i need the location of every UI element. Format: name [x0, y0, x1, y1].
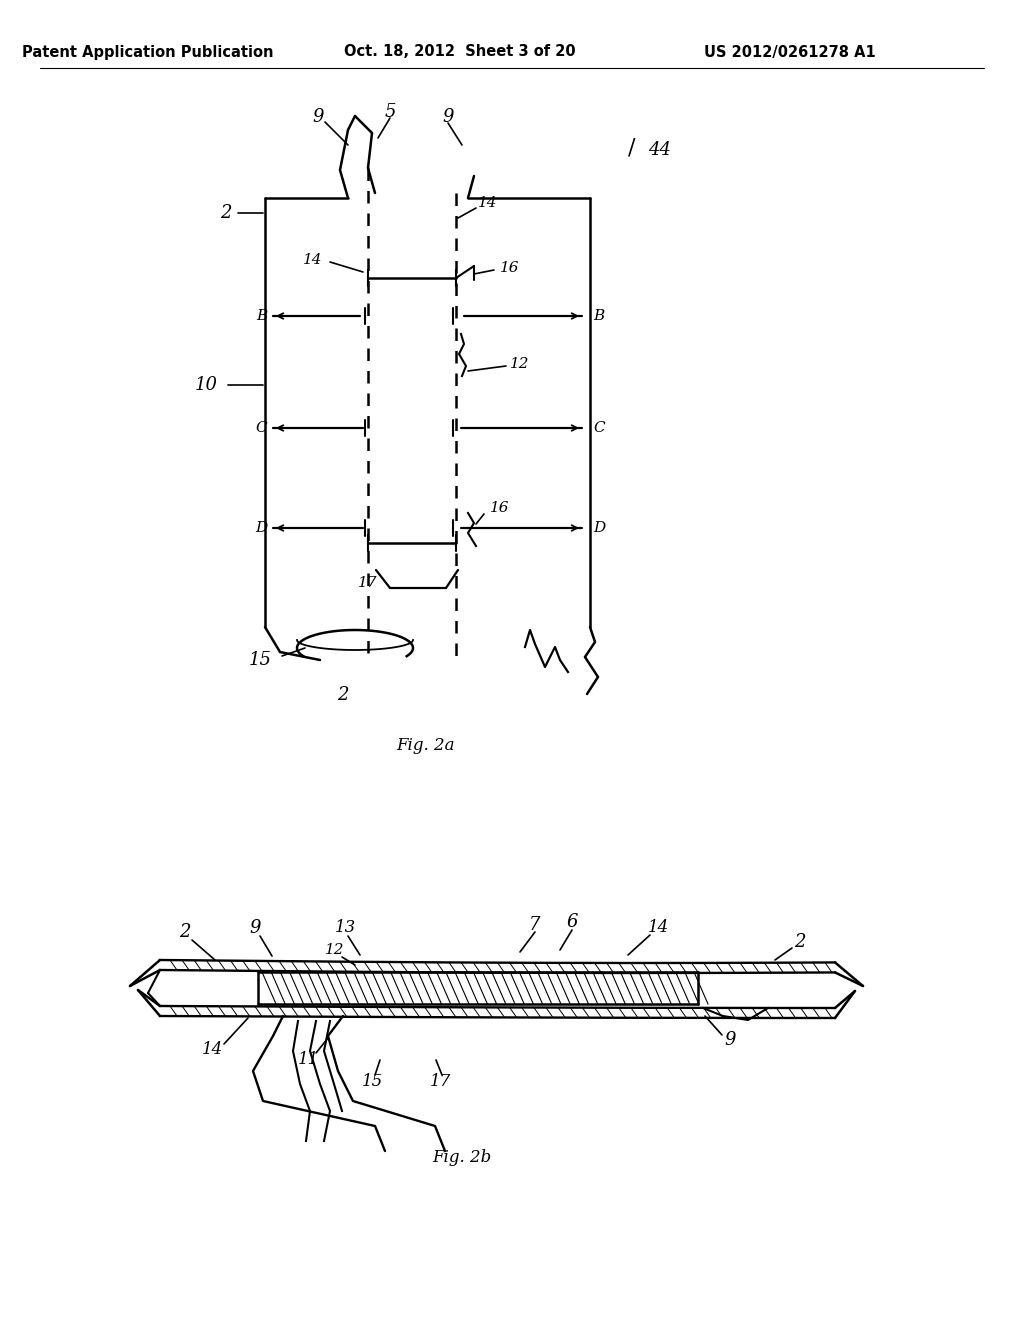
Text: D: D: [255, 521, 267, 535]
Text: Oct. 18, 2012  Sheet 3 of 20: Oct. 18, 2012 Sheet 3 of 20: [344, 45, 575, 59]
Text: 13: 13: [335, 920, 355, 936]
Text: 16: 16: [500, 261, 519, 275]
Text: 44: 44: [648, 141, 671, 158]
Text: 2: 2: [179, 923, 190, 941]
Text: 5: 5: [384, 103, 395, 121]
Text: 14: 14: [202, 1041, 222, 1059]
Text: 14: 14: [478, 195, 498, 210]
Text: 9: 9: [312, 108, 324, 125]
Text: 12: 12: [326, 942, 345, 957]
Text: 2: 2: [220, 205, 231, 222]
Text: D: D: [593, 521, 605, 535]
Text: B: B: [256, 309, 267, 323]
Text: C: C: [255, 421, 267, 436]
Text: 10: 10: [195, 376, 218, 393]
Text: 14: 14: [647, 920, 669, 936]
Text: 2: 2: [795, 933, 806, 950]
Text: C: C: [593, 421, 604, 436]
Text: 16: 16: [490, 502, 510, 515]
Text: 14: 14: [302, 253, 322, 267]
Text: 15: 15: [361, 1073, 383, 1090]
Text: Fig. 2a: Fig. 2a: [395, 737, 455, 754]
Text: 17: 17: [358, 576, 378, 590]
Text: Fig. 2b: Fig. 2b: [432, 1150, 492, 1167]
Text: 2: 2: [337, 686, 349, 704]
Text: Patent Application Publication: Patent Application Publication: [23, 45, 273, 59]
Text: 12: 12: [510, 356, 529, 371]
Text: 6: 6: [566, 913, 578, 931]
Text: B: B: [593, 309, 604, 323]
Text: 7: 7: [529, 916, 541, 935]
Text: 9: 9: [249, 919, 261, 937]
Text: US 2012/0261278 A1: US 2012/0261278 A1: [705, 45, 876, 59]
Text: 9: 9: [724, 1031, 736, 1049]
Text: 15: 15: [249, 651, 272, 669]
Text: /: /: [629, 136, 636, 158]
Text: 9: 9: [442, 108, 454, 125]
Text: 11: 11: [297, 1052, 318, 1068]
Text: 17: 17: [429, 1073, 451, 1090]
